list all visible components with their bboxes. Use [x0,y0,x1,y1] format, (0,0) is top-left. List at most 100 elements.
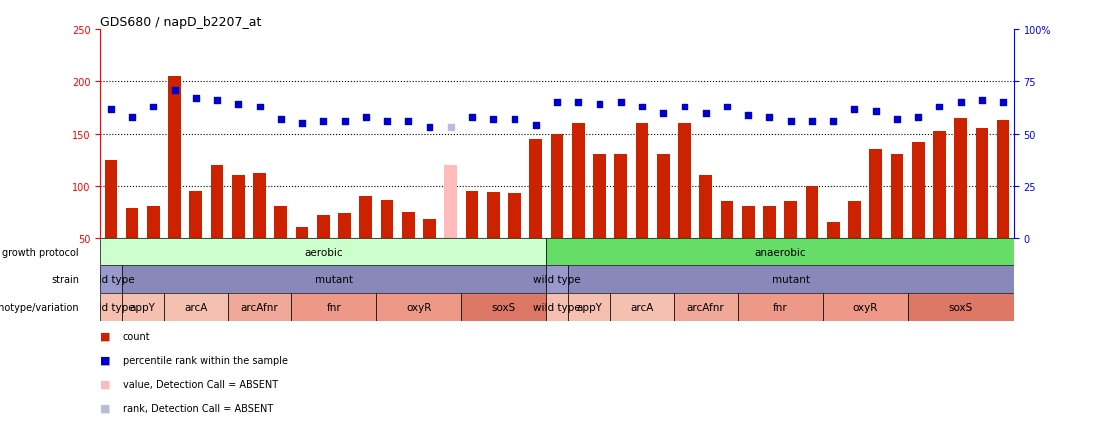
Bar [147,207,159,290]
Text: percentile rank within the sample: percentile rank within the sample [123,355,287,365]
Point [654,110,672,117]
Point [124,114,141,121]
Bar [610,293,674,321]
Bar [168,77,180,290]
Text: GDS680 / napD_b2207_at: GDS680 / napD_b2207_at [100,16,262,29]
Text: aerobic: aerobic [304,247,343,257]
Point [442,125,460,132]
Point [400,118,418,125]
Bar [848,202,861,290]
Bar [339,213,351,290]
Point [208,98,226,105]
Bar [955,118,967,290]
Point [378,118,395,125]
Bar [700,176,712,290]
Point [696,110,714,117]
Bar [721,202,733,290]
Text: ■: ■ [100,332,110,341]
Bar [890,155,903,290]
Bar [571,124,585,290]
Bar [869,150,882,290]
Bar [232,176,245,290]
Bar [466,191,478,290]
Point [314,118,332,125]
Text: strain: strain [51,275,79,285]
Text: fnr: fnr [773,302,788,312]
Bar [253,174,266,290]
Point [421,125,439,132]
Bar [784,202,797,290]
Bar [568,293,610,321]
Bar [189,191,203,290]
Bar [908,293,1014,321]
Bar [121,266,546,293]
Bar [976,129,988,290]
Point [951,100,969,107]
Point [612,100,629,107]
Text: ■: ■ [100,403,110,413]
Point [506,116,524,123]
Text: wild type: wild type [534,275,580,285]
Point [272,116,290,123]
Point [740,112,758,119]
Point [675,104,693,111]
Bar [402,212,414,290]
Bar [636,124,648,290]
Bar [678,124,691,290]
Bar [105,160,117,290]
Point [527,122,545,129]
Bar [461,293,546,321]
Bar [164,293,227,321]
Text: oxyR: oxyR [852,302,878,312]
Bar [126,209,138,290]
Bar [546,266,568,293]
Bar [911,142,925,290]
Bar [997,121,1009,290]
Point [824,118,842,125]
Text: oxyR: oxyR [407,302,431,312]
Point [463,114,481,121]
Bar [487,192,500,290]
Point [356,114,374,121]
Text: arcAfnr: arcAfnr [687,302,724,312]
Bar [295,228,309,290]
Bar [593,155,606,290]
Point [909,114,927,121]
Text: arcA: arcA [184,302,207,312]
Text: wild type: wild type [87,275,135,285]
Point [994,100,1012,107]
Text: soxS: soxS [491,302,516,312]
Point [145,104,163,111]
Bar [227,293,292,321]
Text: mutant: mutant [772,275,810,285]
Point [846,106,863,113]
Text: ■: ■ [100,355,110,365]
Point [590,102,608,108]
Point [761,114,779,121]
Bar [423,220,436,290]
Bar [763,207,775,290]
Bar [822,293,908,321]
Point [251,104,268,111]
Point [569,100,587,107]
Point [335,118,353,125]
Bar [827,223,840,290]
Bar [674,293,737,321]
Point [187,95,205,102]
Bar [529,139,543,290]
Bar [444,165,457,290]
Text: appY: appY [130,302,156,312]
Point [293,120,311,127]
Bar [100,266,121,293]
Bar [737,293,822,321]
Text: appY: appY [576,302,602,312]
Point [166,87,184,94]
Point [803,118,821,125]
Text: rank, Detection Call = ABSENT: rank, Detection Call = ABSENT [123,403,273,413]
Bar [211,165,224,290]
Point [930,104,948,111]
Text: arcA: arcA [631,302,654,312]
Point [888,116,906,123]
Text: count: count [123,332,150,341]
Text: growth protocol: growth protocol [2,247,79,257]
